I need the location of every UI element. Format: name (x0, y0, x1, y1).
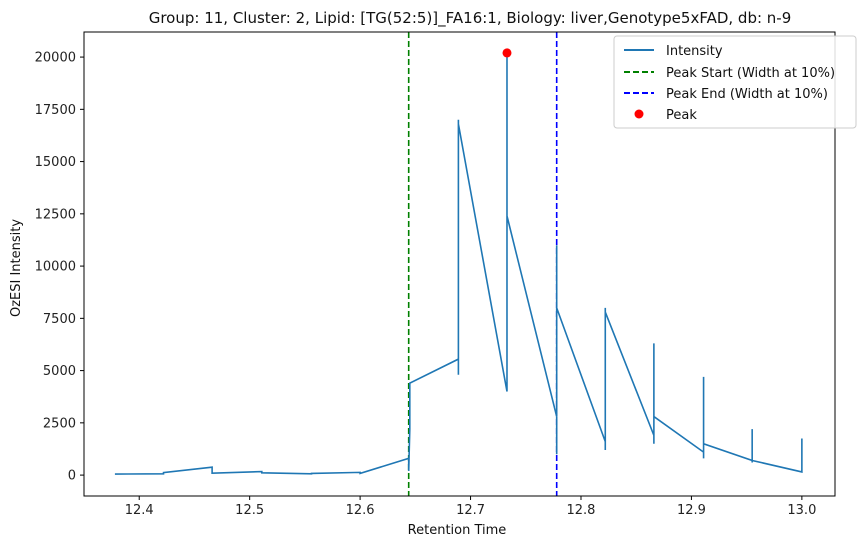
plot-area (114, 32, 803, 496)
y-tick-label: 10000 (35, 260, 76, 275)
x-tick-label: 12.7 (456, 503, 485, 518)
legend-label-peak-end: Peak End (Width at 10%) (666, 87, 828, 102)
axes-frame (83, 31, 836, 497)
series-line-intensity (114, 52, 803, 475)
y-tick-label: 2500 (43, 416, 76, 431)
legend-box (613, 35, 857, 129)
y-tick-label: 12500 (35, 207, 76, 222)
y-tick-label: 7500 (43, 312, 76, 327)
legend: Intensity Peak Start (Width at 10%) Peak… (613, 35, 857, 129)
x-tick-label: 12.9 (677, 503, 706, 518)
legend-label-peak: Peak (666, 108, 697, 123)
legend-label-peak-start: Peak Start (Width at 10%) (666, 66, 835, 81)
x-tick-label: 12.8 (567, 503, 596, 518)
y-tick-label: 20000 (35, 51, 76, 66)
x-axis: 12.4 12.5 12.6 12.7 12.8 12.9 13.0 (125, 496, 816, 518)
y-axis: 0 2500 5000 7500 10000 12500 15000 17500 20000 (35, 51, 84, 484)
legend-label-intensity: Intensity (666, 44, 723, 59)
y-axis-label: OzESI Intensity (9, 219, 24, 317)
x-tick-label: 12.5 (235, 503, 264, 518)
y-tick-label: 0 (68, 469, 76, 484)
legend-swatch-peak (634, 109, 644, 119)
y-tick-label: 15000 (35, 155, 76, 170)
peak-marker (502, 48, 512, 58)
x-axis-label: Retention Time (408, 523, 507, 538)
chart-title: Group: 11, Cluster: 2, Lipid: [TG(52:5)]… (149, 9, 792, 28)
x-tick-label: 12.6 (346, 503, 375, 518)
y-tick-label: 5000 (43, 364, 76, 379)
x-tick-label: 13.0 (787, 503, 816, 518)
y-tick-label: 17500 (35, 103, 76, 118)
x-tick-label: 12.4 (125, 503, 154, 518)
